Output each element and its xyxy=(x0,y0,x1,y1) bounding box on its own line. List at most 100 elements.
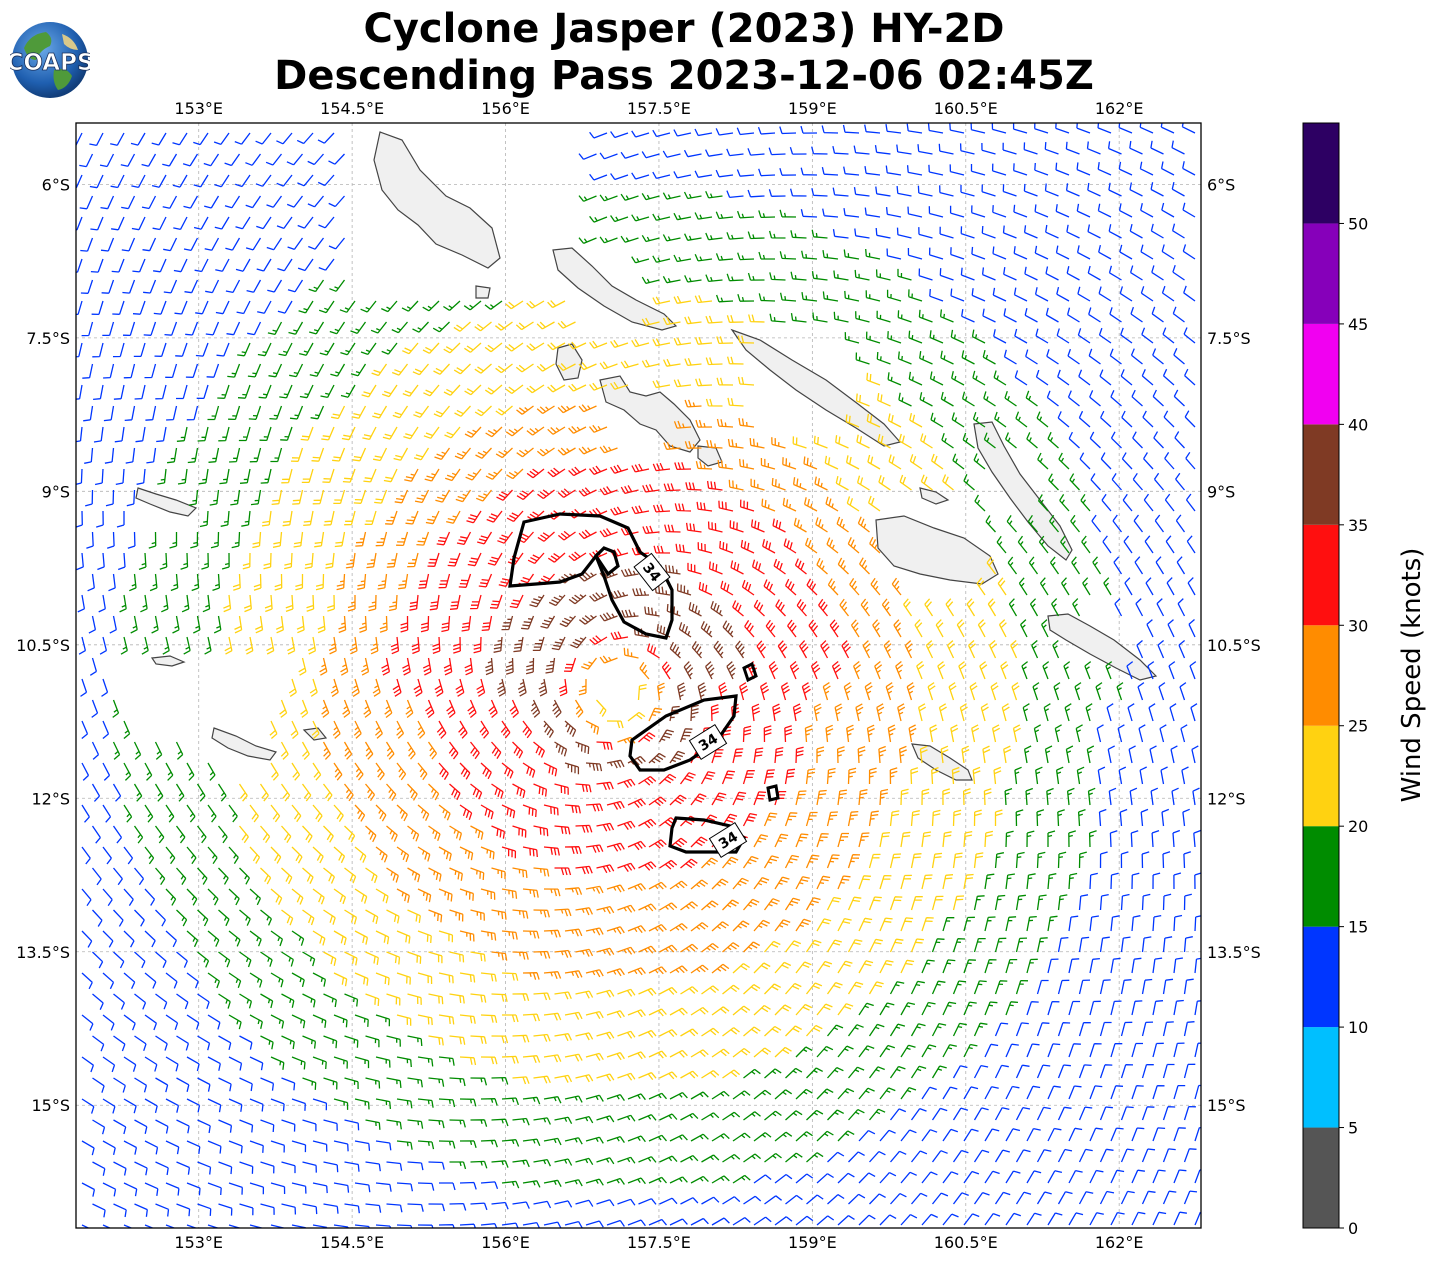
wind-barb xyxy=(718,500,734,512)
wind-barb xyxy=(344,951,358,966)
wind-barb xyxy=(910,938,924,953)
wind-barb xyxy=(743,1068,761,1079)
wind-barb xyxy=(648,966,667,975)
wind-barb xyxy=(822,682,831,701)
wind-barb xyxy=(152,216,167,231)
wind-barb xyxy=(274,573,283,591)
wind-barb xyxy=(92,1119,106,1135)
wind-barb xyxy=(386,993,401,1006)
wind-barb xyxy=(133,741,142,760)
wind-barb xyxy=(1080,493,1091,512)
wind-barb xyxy=(762,539,776,554)
wind-barb xyxy=(527,552,545,564)
wind-barb xyxy=(1082,577,1091,596)
wind-barb xyxy=(291,846,303,864)
wind-barb xyxy=(552,699,562,718)
wind-barb xyxy=(963,1001,977,1016)
wind-barb xyxy=(821,125,839,134)
wind-barb xyxy=(405,699,414,719)
wind-barb xyxy=(804,724,813,743)
wind-barb xyxy=(396,972,411,985)
wind-barb xyxy=(270,447,283,463)
wind-barb xyxy=(282,510,293,527)
wind-barb xyxy=(464,384,482,396)
wind-barb xyxy=(144,888,156,906)
wind-barb xyxy=(1110,1000,1122,1016)
wind-barb xyxy=(196,384,209,400)
wind-barb xyxy=(1023,745,1032,764)
wind-barb xyxy=(711,1048,730,1058)
wind-barb xyxy=(165,930,177,948)
wind-barb xyxy=(910,1107,927,1121)
wind-barb xyxy=(151,174,167,188)
wind-barb xyxy=(897,703,906,722)
wind-barb xyxy=(868,981,884,995)
wind-barb xyxy=(89,132,104,147)
wind-barb xyxy=(719,540,734,554)
wind-barb xyxy=(1162,368,1175,386)
wind-barb xyxy=(795,1003,813,1016)
wind-barb xyxy=(339,300,356,313)
wind-barb xyxy=(1047,1043,1061,1058)
wind-barb xyxy=(805,939,822,953)
wind-barb xyxy=(928,164,944,176)
wind-barb xyxy=(1184,410,1196,428)
wind-barb xyxy=(716,377,734,386)
wind-barb xyxy=(825,496,839,512)
wind-barb xyxy=(627,1093,646,1101)
wind-barb xyxy=(669,1218,688,1226)
wind-barb xyxy=(875,269,891,281)
wind-barb xyxy=(493,636,503,653)
wind-barb xyxy=(551,636,566,651)
wind-barb xyxy=(193,216,209,230)
wind-barb xyxy=(610,339,629,349)
wind-barb xyxy=(359,615,367,634)
wind-barb xyxy=(1130,306,1143,323)
wind-barb xyxy=(214,216,230,230)
wind-barb xyxy=(186,1056,200,1072)
wind-barb xyxy=(543,1179,562,1188)
wind-barb xyxy=(537,489,555,500)
wind-barb xyxy=(1001,703,1010,722)
wind-barb xyxy=(428,783,440,801)
wind-barb xyxy=(522,972,540,980)
wind-barb xyxy=(973,937,986,953)
wind-barb xyxy=(921,1213,938,1226)
wind-barb xyxy=(575,1032,594,1041)
wind-barb xyxy=(812,312,828,323)
wind-barb xyxy=(1162,1021,1174,1037)
wind-barb xyxy=(414,489,430,504)
wind-barb xyxy=(265,153,283,166)
wind-barb xyxy=(742,769,755,785)
wind-barb xyxy=(1140,286,1154,302)
wind-barb xyxy=(375,1098,392,1109)
wind-barb xyxy=(449,783,461,801)
wind-barb xyxy=(438,1098,456,1108)
wind-barb xyxy=(259,783,269,802)
wind-barb xyxy=(585,720,600,735)
island-new-georgia xyxy=(599,375,701,453)
wind-barb xyxy=(207,762,216,781)
wind-barb xyxy=(750,478,765,491)
wind-barb xyxy=(764,983,782,995)
wind-barb xyxy=(1141,893,1151,911)
wind-barb xyxy=(1065,183,1080,197)
wind-barb xyxy=(795,961,812,974)
colorbar-bin xyxy=(1303,524,1339,626)
wind-barb xyxy=(575,990,594,999)
wind-barb xyxy=(314,531,325,548)
wind-barb xyxy=(496,489,513,501)
wind-barb xyxy=(956,619,965,638)
wind-barb xyxy=(652,296,671,305)
wind-barb xyxy=(695,419,713,428)
wind-barb xyxy=(720,580,734,596)
wind-barb xyxy=(398,573,409,590)
wind-barb xyxy=(365,909,379,925)
wind-barb xyxy=(620,151,639,159)
wind-barb xyxy=(893,619,902,638)
wind-barb xyxy=(1110,1042,1123,1058)
wind-barb xyxy=(506,468,524,480)
chart-title: Cyclone Jasper (2023) HY-2D Descending P… xyxy=(0,6,1368,100)
